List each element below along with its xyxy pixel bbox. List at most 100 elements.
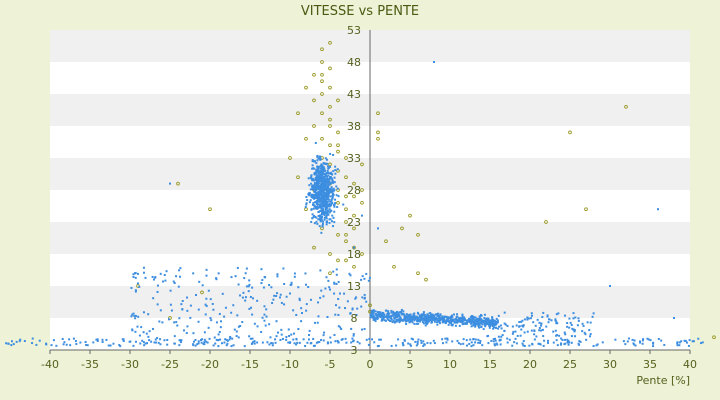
- data-point: [223, 341, 226, 344]
- data-point: [370, 315, 373, 318]
- data-point: [462, 338, 465, 341]
- data-point: [197, 308, 200, 311]
- data-point: [325, 204, 328, 207]
- data-point: [310, 194, 313, 197]
- data-point: [180, 303, 183, 306]
- data-point: [356, 340, 359, 343]
- data-point: [314, 201, 317, 204]
- data-point: [317, 218, 320, 221]
- data-point: [361, 214, 363, 217]
- data-point: [242, 291, 245, 294]
- data-point: [581, 330, 584, 333]
- data-point: [421, 317, 424, 320]
- data-point: [498, 325, 501, 328]
- data-point: [582, 324, 585, 327]
- data-point: [331, 179, 334, 182]
- data-point: [65, 343, 68, 346]
- data-point: [332, 170, 335, 173]
- data-point: [381, 312, 384, 315]
- data-point: [321, 165, 324, 168]
- data-point: [186, 296, 189, 299]
- data-point: [230, 311, 233, 314]
- data-point: [328, 218, 331, 221]
- data-point: [493, 344, 496, 347]
- data-point: [201, 284, 204, 287]
- data-point: [95, 338, 98, 341]
- data-point: [384, 309, 387, 312]
- data-point: [315, 341, 318, 344]
- data-point: [50, 344, 53, 347]
- data-point: [550, 319, 553, 322]
- data-point: [454, 318, 457, 321]
- data-point: [153, 341, 156, 344]
- data-point: [167, 318, 170, 321]
- data-point: [325, 214, 328, 217]
- data-point: [332, 181, 335, 184]
- data-point: [328, 252, 332, 256]
- data-point: [411, 317, 414, 320]
- data-point: [319, 180, 322, 183]
- data-point: [386, 315, 389, 318]
- data-point: [403, 317, 406, 320]
- data-point: [387, 313, 390, 316]
- data-point: [318, 176, 321, 179]
- data-point: [624, 343, 627, 346]
- data-point: [542, 344, 545, 347]
- data-point: [408, 320, 411, 323]
- data-point: [343, 292, 346, 295]
- data-point: [450, 320, 453, 323]
- data-point: [333, 221, 336, 224]
- data-point: [250, 342, 253, 345]
- data-point: [469, 321, 472, 324]
- data-point: [326, 172, 329, 175]
- data-point: [229, 335, 232, 338]
- data-point: [533, 338, 536, 341]
- data-point: [492, 326, 495, 329]
- data-point: [261, 279, 264, 282]
- data-point: [320, 163, 323, 166]
- data-point: [570, 323, 573, 326]
- data-point: [572, 328, 575, 331]
- data-point: [432, 317, 435, 320]
- data-point: [320, 185, 323, 188]
- data-point: [546, 314, 549, 317]
- data-point: [328, 85, 332, 90]
- data-point: [528, 344, 531, 347]
- data-point: [633, 343, 636, 346]
- data-point: [351, 337, 354, 340]
- data-point: [134, 290, 137, 293]
- y-tick-label: 18: [347, 248, 361, 261]
- data-point: [353, 246, 355, 249]
- data-point: [324, 170, 327, 173]
- data-point: [327, 190, 330, 193]
- data-point: [371, 314, 374, 317]
- data-point: [469, 338, 472, 341]
- data-point: [326, 169, 329, 172]
- data-point: [461, 317, 464, 320]
- data-point: [400, 318, 403, 321]
- data-point: [300, 320, 303, 323]
- data-point: [316, 205, 319, 208]
- data-point: [328, 208, 331, 211]
- data-point: [296, 175, 300, 180]
- data-point: [320, 92, 324, 96]
- data-point: [443, 319, 446, 322]
- data-point: [421, 314, 424, 317]
- data-point: [432, 339, 435, 342]
- data-point: [480, 318, 483, 321]
- data-point: [266, 341, 269, 344]
- data-point: [305, 303, 308, 306]
- data-point: [498, 339, 501, 342]
- data-point: [327, 198, 330, 201]
- data-point: [317, 206, 320, 209]
- data-point: [333, 205, 336, 208]
- data-point: [132, 312, 135, 315]
- data-point: [329, 341, 332, 344]
- data-point: [492, 340, 495, 343]
- data-point: [422, 322, 425, 325]
- data-point: [319, 210, 322, 213]
- data-point: [438, 316, 441, 319]
- data-point: [263, 305, 266, 308]
- data-point: [134, 272, 137, 275]
- data-point: [179, 341, 182, 344]
